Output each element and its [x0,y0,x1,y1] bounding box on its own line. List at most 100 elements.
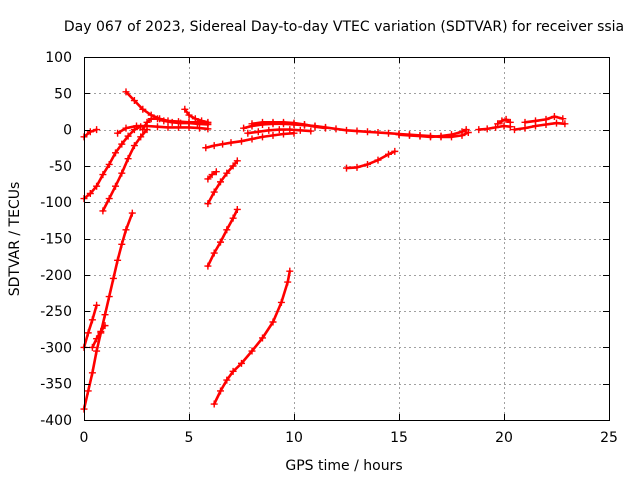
data-point [240,124,248,132]
data-point [223,226,231,234]
data-point [475,126,483,134]
data-point [286,267,294,275]
data-point [498,117,506,125]
data-point [93,347,101,355]
data-point [105,195,113,203]
data-point [343,164,350,172]
data-point [124,155,132,163]
data-point [559,115,567,123]
data-point [93,335,101,343]
data-point [147,115,155,123]
data-point [217,238,224,246]
data-point [88,369,96,377]
series-track-20 [395,126,470,141]
data-point [502,115,510,123]
series-line [141,117,210,131]
y-tick-label: -200 [40,268,72,284]
data-point [193,120,201,128]
series-track-22 [494,115,514,128]
data-point [99,171,107,179]
series-track-12 [204,168,220,183]
data-point [137,133,145,141]
data-point [395,131,403,139]
data-point [133,122,140,130]
data-point [248,135,256,143]
data-point [462,126,470,134]
data-point [175,123,182,131]
data-point [364,160,371,168]
data-point [238,359,245,367]
data-point [280,130,287,138]
data-point [561,120,569,128]
grid-layer [84,57,609,420]
data-point [265,126,273,134]
series-track-15 [210,267,294,408]
data-point [229,162,237,170]
data-point [542,115,550,123]
chart-title: Day 067 of 2023, Sidereal Day-to-day VTE… [64,19,624,35]
data-point [93,182,101,190]
data-point [154,115,161,123]
data-point [219,140,227,148]
y-tick-label: -300 [40,340,72,356]
data-point [248,347,256,355]
data-point [227,139,235,147]
series-track-19 [343,147,399,172]
data-point [448,131,455,139]
y-tick-label: -50 [49,159,72,175]
x-tick-label: 0 [80,430,89,446]
x-tick-label: 5 [185,430,194,446]
data-point [296,126,304,134]
data-point [238,137,245,145]
data-point [128,209,136,217]
y-tick-label: -350 [40,377,72,393]
data-point [229,367,237,375]
data-point [212,168,220,176]
data-point [112,182,119,190]
data-point [259,334,266,342]
series-line [82,303,98,349]
data-point [307,127,315,135]
y-tick-label: -100 [40,195,72,211]
data-point [210,188,218,196]
series-track-23 [511,119,569,134]
data-point [210,400,218,408]
data-point [374,129,382,137]
data-point [385,129,392,137]
data-point [277,298,285,306]
data-point [122,226,130,234]
data-point [532,117,539,125]
data-point [269,118,277,126]
data-point [275,126,283,134]
data-point [553,119,560,127]
series-line [91,324,107,349]
data-point [202,144,210,152]
series-track-14 [204,205,241,270]
data-point [118,240,126,248]
data-point [385,150,392,158]
data-point [223,169,231,177]
data-point [109,274,117,282]
data-point [204,175,212,183]
data-point [143,122,151,130]
data-point [290,119,298,127]
data-point [124,132,132,140]
y-tick-label: -400 [40,413,72,429]
y-tick-label: -150 [40,232,72,248]
data-point [84,329,92,337]
data-point [130,97,138,105]
data-point [322,124,329,132]
y-tick-label: 50 [54,86,72,102]
data-point [122,88,130,96]
data-point [254,128,262,136]
data-point [494,120,502,128]
data-point [492,123,500,131]
data-point [217,178,224,186]
data-point [233,205,241,213]
data-point [437,132,445,140]
data-point [483,125,491,133]
data-point [99,207,107,215]
x-tick-label: 10 [285,430,303,446]
tick-layer: 0 5 10 15 20 25 -400 -350 -300 -250 -200 -150 -100 -5… [40,50,618,446]
data-point [130,142,138,150]
